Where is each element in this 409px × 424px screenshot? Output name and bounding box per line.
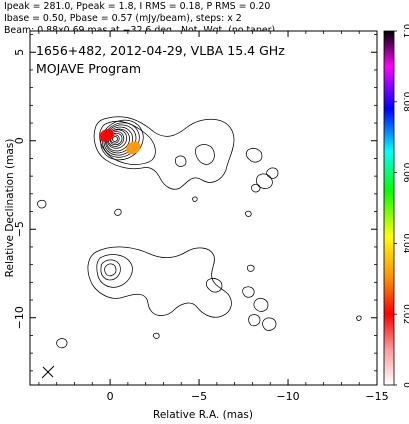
header-line-1: Ipeak = 281.0, Ppeak = 1.8, I RMS = 0.18… [4, 1, 270, 12]
polarization-blob [126, 141, 141, 155]
contour-map [36, 116, 362, 379]
panel-title: 1656+482, 2012-04-29, VLBA 15.4 GHz [36, 43, 285, 58]
polarization-color-blobs [99, 128, 141, 155]
total-intensity-contour-2 [99, 120, 156, 165]
x-tick-label: 0 [107, 390, 114, 403]
header-line-2: Ibase = 0.50, Pbase = 0.57 (mJy/beam), s… [4, 13, 242, 24]
colorbar-tick-label: 0 [401, 382, 409, 388]
y-tick-label: −10 [13, 306, 26, 329]
colorbar-tick-label: 0.04 [401, 233, 409, 253]
x-tick-label: −10 [276, 390, 299, 403]
colorbar-ticks: 0 0.02 0.04 0.06 0.08 0.1 [394, 24, 409, 388]
y-tick-label: 0 [13, 137, 26, 144]
y-tick-label: −5 [13, 221, 26, 237]
polarization-blob [99, 128, 114, 142]
panel-program: MOJAVE Program [36, 61, 141, 76]
colorbar-tick-label: 0.08 [401, 92, 409, 112]
y-axis-label: Relative Declination (mas) [4, 139, 16, 278]
polarization-contour-outer [87, 246, 232, 318]
colorbar [383, 30, 395, 386]
y-tick-label: 5 [13, 49, 26, 56]
plot-frame [29, 30, 378, 386]
colorbar-tick-label: 0.1 [401, 24, 409, 38]
total-intensity-contour-outer [93, 116, 235, 190]
colorbar-tick-label: 0.06 [401, 163, 409, 183]
x-axis-label: Relative R.A. (mas) [153, 409, 253, 421]
colorbar-tick-label: 0.02 [401, 304, 409, 324]
beam-ellipse-marker [41, 365, 55, 379]
x-tick-label: −15 [365, 390, 388, 403]
x-tick-label: −5 [191, 390, 207, 403]
axes: 0 −5 −10 −15 5 0 −5 −10 [13, 31, 389, 403]
